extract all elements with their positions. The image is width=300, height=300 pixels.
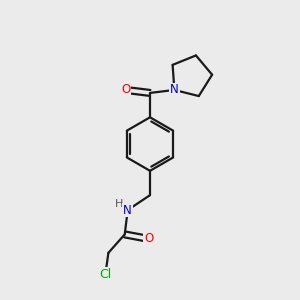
Text: O: O — [144, 232, 153, 245]
Text: O: O — [121, 83, 130, 97]
Text: Cl: Cl — [99, 268, 112, 281]
Text: N: N — [123, 203, 132, 217]
Text: H: H — [115, 199, 124, 209]
Text: N: N — [170, 83, 179, 97]
